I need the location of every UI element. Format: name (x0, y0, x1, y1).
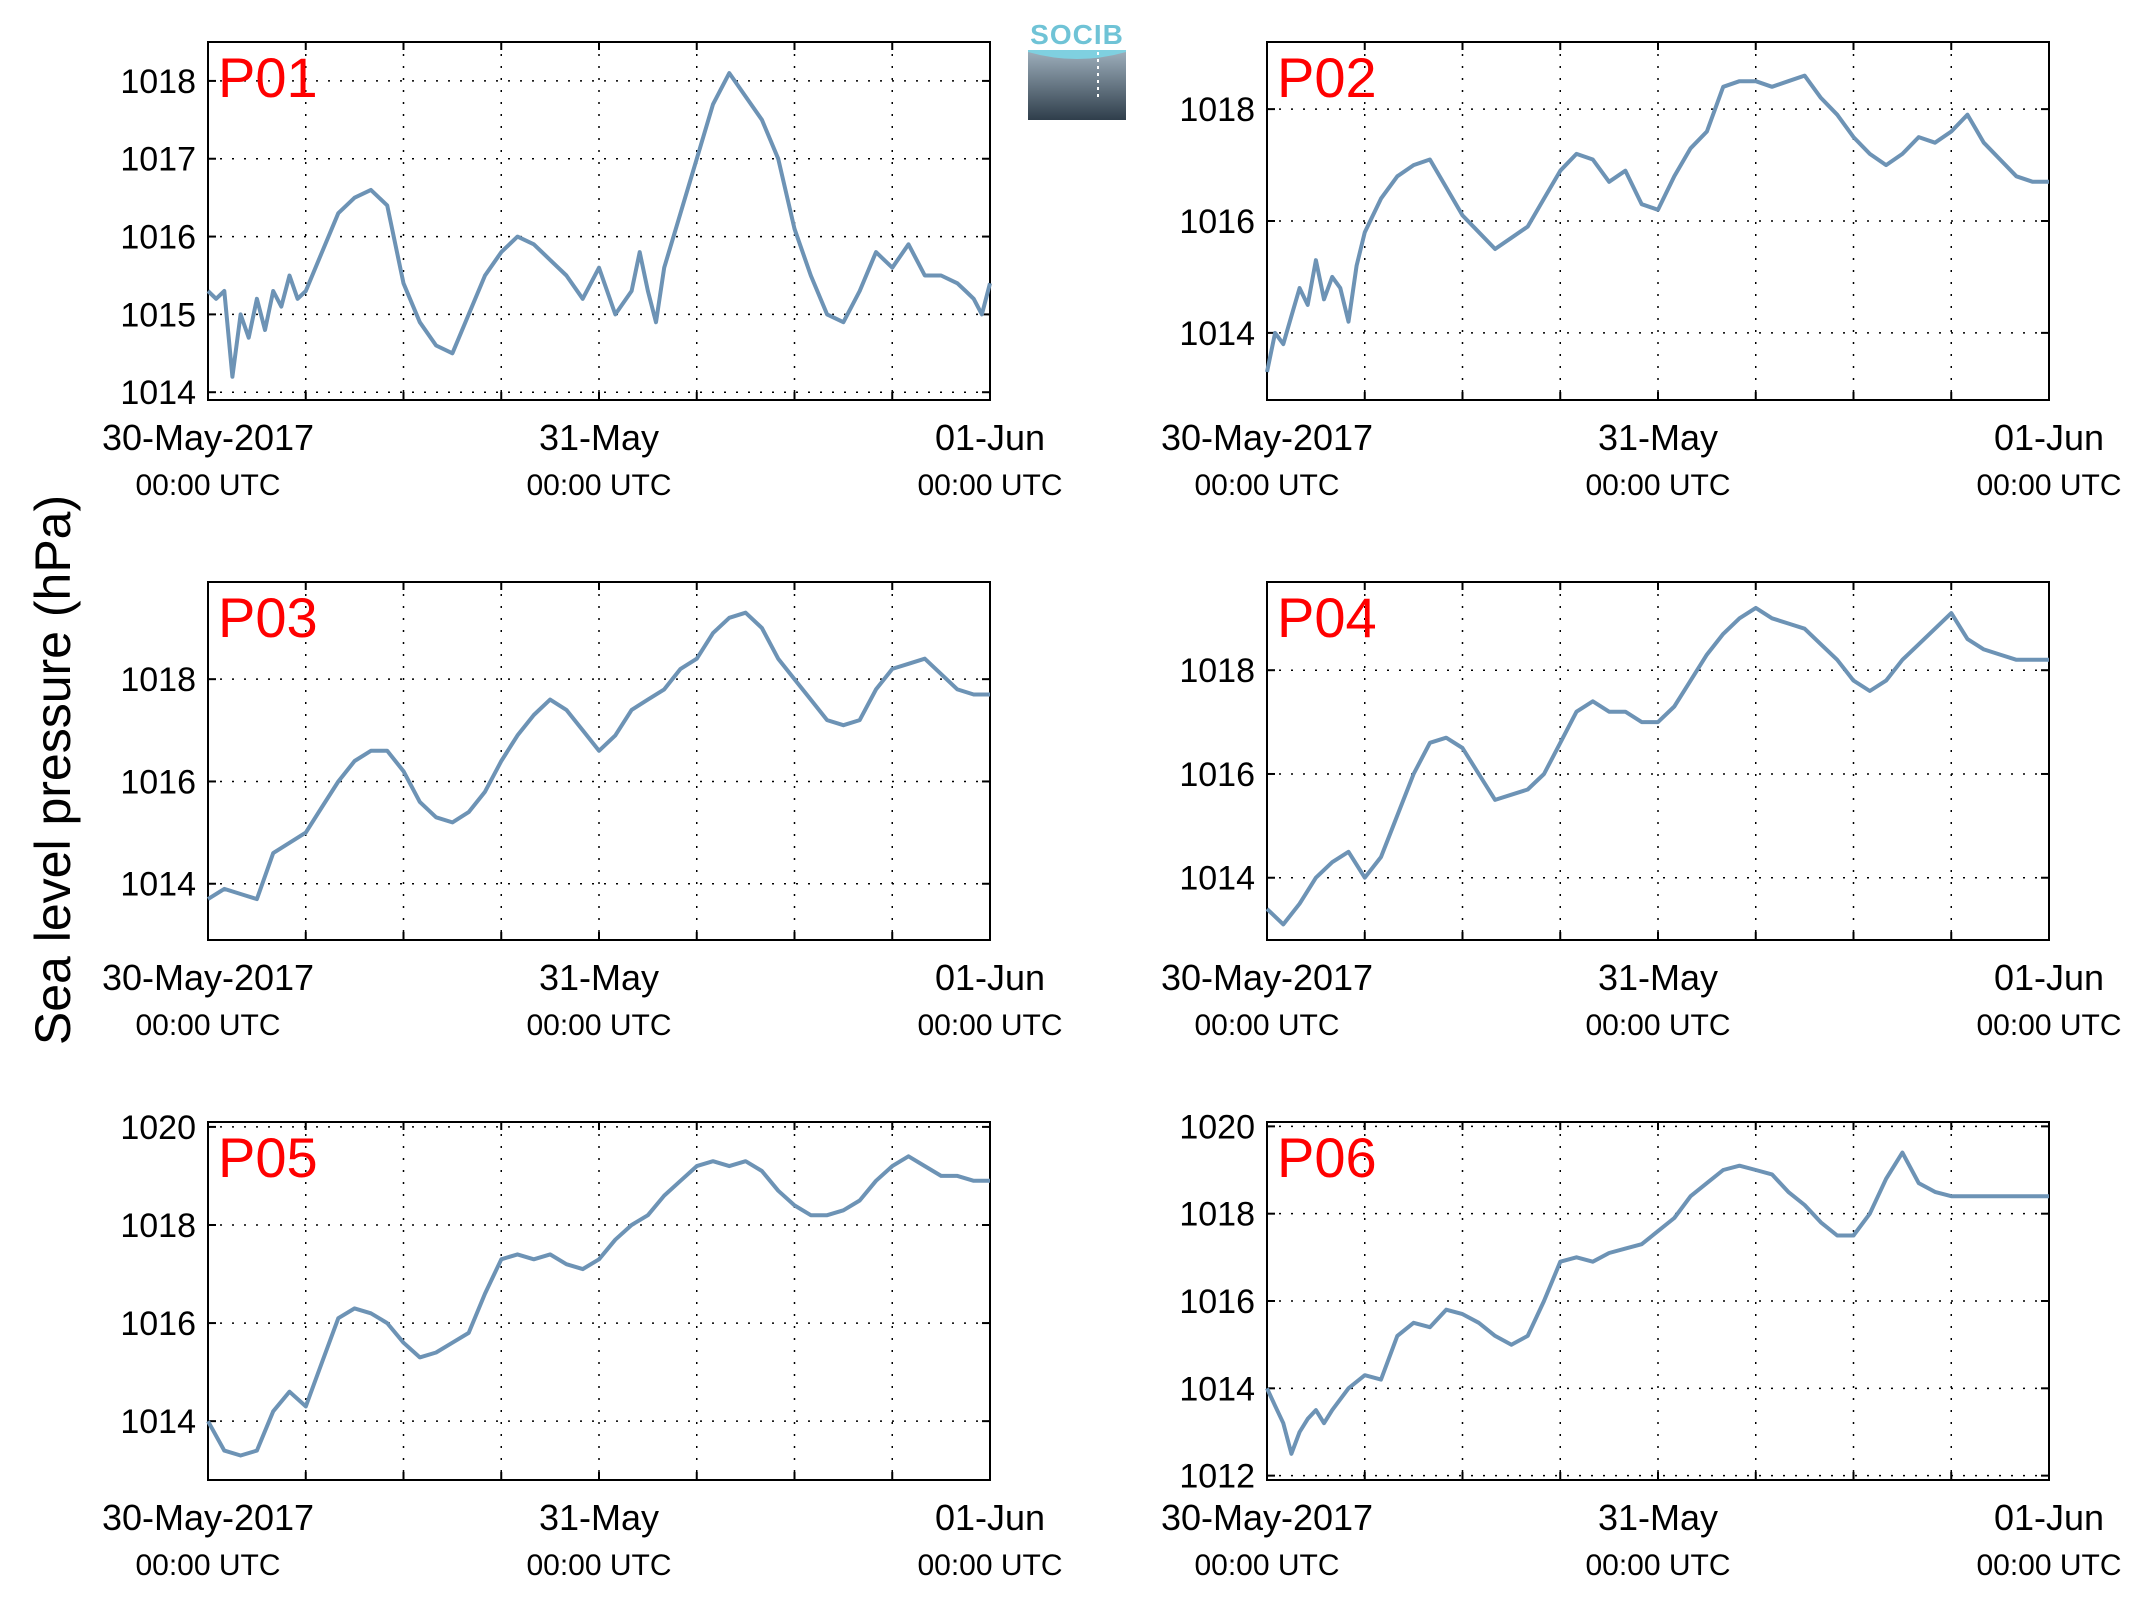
y-tick-label: 1016 (120, 763, 196, 801)
x-tick-label: 01-Jun (935, 417, 1045, 458)
x-tick-sublabel: 00:00 UTC (526, 1549, 671, 1582)
series-line (206, 1154, 990, 1458)
x-tick-label: 01-Jun (1994, 1497, 2104, 1538)
axes-frame (207, 41, 991, 401)
x-tick-sublabel: 00:00 UTC (526, 1009, 671, 1042)
x-tick-sublabel: 00:00 UTC (1585, 1009, 1730, 1042)
x-tick-label: 31-May (1598, 417, 1718, 458)
y-tick-label: 1016 (1179, 756, 1255, 794)
x-tick-label: 30-May-2017 (1161, 957, 1373, 998)
y-tick-label: 1016 (120, 219, 196, 257)
x-tick-label: 30-May-2017 (102, 1497, 314, 1538)
panel-label: P01 (218, 46, 318, 109)
y-tick-label: 1014 (120, 866, 196, 904)
grid (1267, 582, 2049, 940)
x-tick-sublabel: 00:00 UTC (1194, 1549, 1339, 1582)
axes-frame (1266, 41, 2050, 401)
grid (208, 1122, 990, 1480)
series-line (206, 610, 990, 902)
y-tick-label: 1018 (120, 63, 196, 101)
y-tick-label: 1020 (120, 1109, 196, 1147)
axes-frame (207, 581, 991, 941)
series-line (1265, 605, 2049, 927)
x-tick-sublabel: 00:00 UTC (1976, 1549, 2121, 1582)
y-tick-label: 1014 (1179, 315, 1255, 353)
x-tick-sublabel: 00:00 UTC (1976, 1009, 2121, 1042)
x-tick-sublabel: 00:00 UTC (1585, 469, 1730, 502)
grid (208, 42, 990, 400)
x-tick-sublabel: 00:00 UTC (135, 1009, 280, 1042)
panel-p06: 1012 1014 1016 1018 1020 30-May-2017 00:00 UTC… (1161, 1108, 2122, 1582)
x-tick-label: 30-May-2017 (1161, 1497, 1373, 1538)
panel-label: P06 (1277, 1126, 1377, 1189)
x-tick-sublabel: 00:00 UTC (135, 1549, 280, 1582)
panel-p01: 1014 1015 1016 1017 1018 30-May-2017 00:00 UTC… (102, 41, 1063, 502)
y-tick-label: 1016 (1179, 1283, 1255, 1321)
y-tick-label: 1016 (120, 1305, 196, 1343)
x-tick-label: 01-Jun (935, 957, 1045, 998)
y-tick-label: 1018 (1179, 91, 1255, 129)
axes-frame (207, 1121, 991, 1481)
panel-label: P05 (218, 1126, 318, 1189)
grid (208, 582, 990, 940)
x-tick-sublabel: 00:00 UTC (1194, 469, 1339, 502)
y-tick-label: 1012 (1179, 1458, 1255, 1496)
y-tick-label: 1014 (120, 1403, 196, 1441)
panel-p03: 1014 1016 1018 30-May-2017 00:00 UTC 31-May 00… (102, 581, 1063, 1042)
panel-p02: 1014 1016 1018 30-May-2017 00:00 UTC 31-May 00… (1161, 41, 2122, 502)
x-tick-label: 01-Jun (1994, 957, 2104, 998)
x-tick-label: 01-Jun (1994, 417, 2104, 458)
x-tick-label: 31-May (539, 417, 659, 458)
x-tick-label: 31-May (1598, 1497, 1718, 1538)
x-tick-sublabel: 00:00 UTC (1976, 469, 2121, 502)
y-tick-label: 1015 (120, 296, 196, 334)
logo-wave (1028, 50, 1126, 59)
panels-group: 1014 1015 1016 1017 1018 30-May-2017 00:00 UTC… (102, 41, 2122, 1582)
panel-p04: 1014 1016 1018 30-May-2017 00:00 UTC 31-May 00… (1161, 581, 2122, 1042)
logo-text: SOCIB (1030, 19, 1124, 50)
panel-label: P04 (1277, 586, 1377, 649)
y-tick-label: 1014 (120, 374, 196, 412)
x-tick-sublabel: 00:00 UTC (1194, 1009, 1339, 1042)
series-line (1265, 73, 2049, 373)
y-tick-label: 1018 (120, 1207, 196, 1245)
y-tick-label: 1018 (1179, 1196, 1255, 1234)
panel-p05: 1014 1016 1018 1020 30-May-2017 00:00 UTC 31-M… (102, 1109, 1063, 1582)
x-tick-sublabel: 00:00 UTC (917, 1549, 1062, 1582)
y-tick-label: 1014 (1179, 860, 1255, 898)
x-tick-sublabel: 00:00 UTC (135, 469, 280, 502)
x-tick-label: 31-May (539, 1497, 659, 1538)
x-tick-sublabel: 00:00 UTC (526, 469, 671, 502)
x-tick-sublabel: 00:00 UTC (1585, 1549, 1730, 1582)
x-tick-label: 30-May-2017 (102, 957, 314, 998)
x-tick-label: 30-May-2017 (1161, 417, 1373, 458)
logo-gradient-block (1028, 50, 1126, 120)
y-tick-label: 1016 (1179, 203, 1255, 241)
grid (1267, 42, 2049, 400)
x-tick-label: 01-Jun (935, 1497, 1045, 1538)
socib-logo: SOCIB (1028, 19, 1126, 120)
axes-frame (1266, 581, 2050, 941)
x-tick-sublabel: 00:00 UTC (917, 469, 1062, 502)
grid (1267, 1122, 2049, 1480)
series-line (206, 71, 992, 379)
x-tick-label: 30-May-2017 (102, 417, 314, 458)
x-tick-sublabel: 00:00 UTC (917, 1009, 1062, 1042)
y-axis-label: Sea level pressure (hPa) (25, 495, 81, 1045)
panel-label: P03 (218, 586, 318, 649)
y-tick-label: 1017 (120, 141, 196, 179)
y-tick-label: 1018 (120, 661, 196, 699)
x-tick-label: 31-May (539, 957, 659, 998)
axes-frame (1266, 1121, 2050, 1481)
panel-label: P02 (1277, 46, 1377, 109)
series-line (1265, 1150, 2049, 1456)
y-tick-label: 1018 (1179, 652, 1255, 690)
x-tick-label: 31-May (1598, 957, 1718, 998)
y-tick-label: 1020 (1179, 1108, 1255, 1146)
y-tick-label: 1014 (1179, 1370, 1255, 1408)
